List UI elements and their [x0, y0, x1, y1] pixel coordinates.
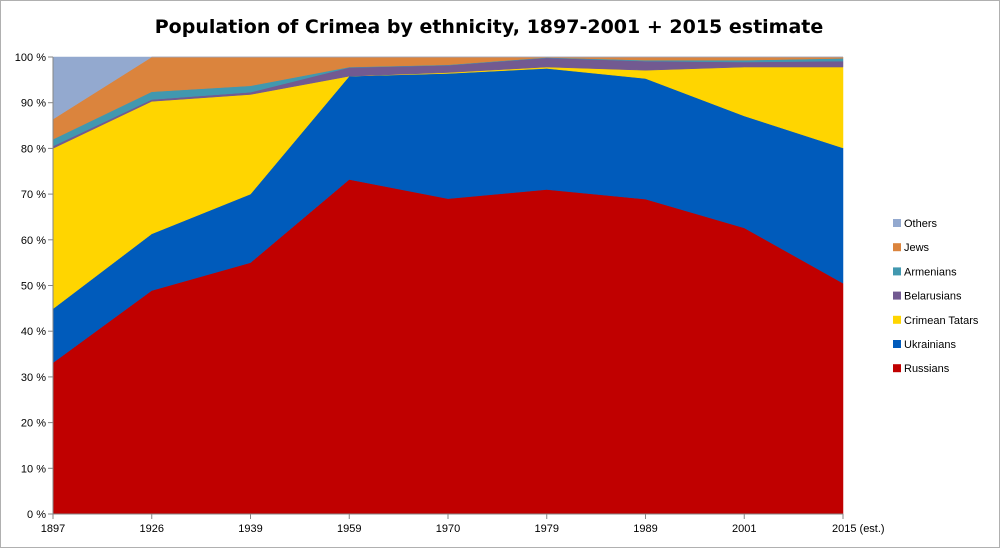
- legend-swatch: [893, 267, 901, 276]
- y-tick-label: 10 %: [21, 463, 46, 475]
- y-tick-label: 100 %: [15, 52, 46, 64]
- y-tick-label: 60 %: [21, 235, 46, 247]
- y-tick-label: 20 %: [21, 418, 46, 430]
- y-tick-label: 80 %: [21, 143, 46, 155]
- chart-title: Population of Crimea by ethnicity, 1897-…: [155, 16, 824, 38]
- legend-item-crimean-tatars: Crimean Tatars: [893, 315, 979, 327]
- x-tick-label: 2015 (est.): [832, 523, 885, 535]
- y-tick-label: 50 %: [21, 281, 46, 293]
- legend-item-ukrainians: Ukrainians: [893, 339, 956, 351]
- area-others: [52, 56, 843, 120]
- legend-item-others: Others: [893, 218, 938, 230]
- x-tick-label: 1939: [238, 523, 262, 535]
- legend: Others Jews Armenians Belarusians Crimean Ta…: [893, 218, 979, 375]
- plot-areas: [52, 56, 844, 515]
- legend-item-belarusians: Belarusians: [893, 291, 962, 303]
- x-tick-label: 1926: [140, 523, 164, 535]
- y-tick-label: 90 %: [21, 98, 46, 110]
- legend-swatch: [893, 315, 901, 324]
- x-tick-label: 1989: [633, 523, 657, 535]
- legend-item-jews: Jews: [893, 242, 930, 254]
- legend-label: Ukrainians: [904, 339, 956, 351]
- y-tick-label: 0 %: [27, 509, 46, 521]
- y-tick-label: 70 %: [21, 189, 46, 201]
- x-tick-label: 1970: [436, 523, 460, 535]
- x-tick-label: 1897: [41, 523, 65, 535]
- legend-swatch: [893, 364, 901, 373]
- legend-swatch: [893, 243, 901, 252]
- y-tick-label: 30 %: [21, 372, 46, 384]
- legend-label: Belarusians: [904, 291, 962, 303]
- legend-label: Jews: [904, 242, 930, 254]
- x-tick-label: 1959: [337, 523, 361, 535]
- legend-swatch: [893, 219, 901, 227]
- legend-swatch: [893, 291, 901, 300]
- x-tick-label: 2001: [732, 523, 756, 535]
- legend-item-russians: Russians: [893, 363, 950, 375]
- legend-label: Russians: [904, 363, 950, 375]
- legend-item-armenians: Armenians: [893, 266, 957, 278]
- legend-label: Armenians: [904, 266, 957, 278]
- y-tick-label: 40 %: [21, 326, 46, 338]
- axes: 0 % 10 % 20 % 30 % 40 % 50 % 60 % 70 % 80 % 90 % 1…: [15, 52, 885, 535]
- x-tick-label: 1979: [535, 523, 559, 535]
- legend-label: Others: [904, 218, 938, 230]
- legend-swatch: [893, 340, 901, 348]
- legend-label: Crimean Tatars: [904, 315, 979, 327]
